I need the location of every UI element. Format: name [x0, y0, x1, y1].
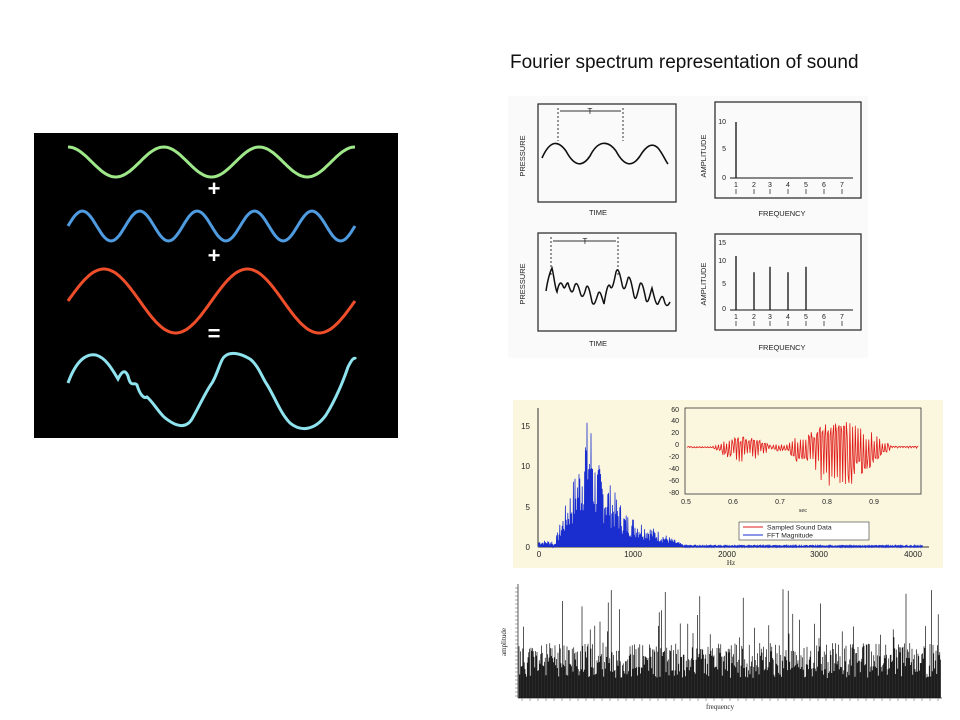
harmonic-label: 3 — [768, 182, 772, 189]
equals-operator: = — [208, 321, 221, 346]
ytick: 60 — [671, 407, 679, 414]
pressure-axis-label: PRESSURE — [518, 263, 527, 304]
ytick: -60 — [669, 478, 679, 485]
harmonic-label: 5 — [804, 182, 808, 189]
frequency-axis-label: FREQUENCY — [758, 343, 805, 352]
harmonic-label: 7 — [840, 182, 844, 189]
ytick: 5 — [526, 503, 531, 512]
top-spectrum-plot: AMPLITUDE 10 5 0 1 2 3 4 5 6 7 FREQUENCY — [699, 101, 862, 218]
ytick: 15 — [521, 422, 530, 431]
harmonic-label: 2 — [752, 314, 756, 321]
plus-operator-2: + — [208, 243, 221, 268]
harmonic-label: 7 — [840, 314, 844, 321]
sum-wave — [66, 351, 358, 431]
ytick: 10 — [718, 119, 726, 126]
harmonic-label: 1 — [734, 314, 738, 321]
amplitude-spectrum-series — [518, 589, 941, 698]
sound-inset-plot: 60 40 20 0 -20 -40 -60 -80 0.5 0.6 0.7 0… — [669, 407, 922, 514]
ytick: 0 — [675, 442, 679, 449]
period-label: T — [588, 107, 593, 116]
xtick: 2000 — [718, 550, 736, 559]
ytick: 0 — [722, 306, 726, 313]
legend: Sampled Sound Data FFT Magnitude — [738, 521, 870, 541]
harmonic-label: 6 — [822, 314, 826, 321]
pressure-axis-label: PRESSURE — [518, 135, 527, 176]
legend-sound: Sampled Sound Data — [767, 525, 832, 532]
bottom-time-plot: T PRESSURE TIME — [518, 232, 677, 348]
harmonic-label: 4 — [786, 314, 790, 321]
xtick: 0.9 — [869, 499, 879, 506]
xtick: 4000 — [904, 550, 922, 559]
x-axis-label: Hz — [727, 559, 735, 567]
bottom-spectrum-plot: AMPLITUDE 15 10 5 0 1 2 3 4 5 6 7 FREQUENCY — [699, 233, 862, 352]
complex-tone-wave — [545, 265, 671, 307]
amplitude-axis-label: amplitude — [500, 628, 508, 656]
fft-main-plot: 15 10 5 0 x103 0 1000 2000 3000 4000 Hz — [500, 408, 929, 567]
ytick: 5 — [722, 281, 726, 288]
frequency-axis-label: frequency — [706, 703, 734, 711]
ytick: 15 — [718, 240, 726, 247]
amplitude-frequency-figure: amplitude frequency — [498, 578, 944, 712]
harmonic-label: 3 — [768, 314, 772, 321]
amplitude-axis-label: AMPLITUDE — [699, 135, 708, 178]
xtick: 3000 — [810, 550, 828, 559]
ytick: 0 — [526, 543, 531, 552]
wave-superposition-panel: + + = — [34, 133, 398, 438]
harmonic-label: 4 — [786, 182, 790, 189]
harmonic-label: 2 — [752, 182, 756, 189]
xtick: 0 — [537, 550, 542, 559]
xtick: 0.7 — [775, 499, 785, 506]
amplitude-axis-label: AMPLITUDE — [699, 263, 708, 306]
slide-title: Fourier spectrum representation of sound — [510, 52, 859, 73]
red-sine-wave — [66, 267, 357, 335]
sampled-sound-series — [686, 422, 919, 486]
xtick: 0.6 — [728, 499, 738, 506]
time-axis-label: TIME — [589, 339, 607, 348]
ytick: -40 — [669, 466, 679, 473]
ytick: 10 — [521, 462, 530, 471]
ytick: 5 — [722, 146, 726, 153]
ytick: 40 — [671, 418, 679, 425]
ytick: 10 — [718, 258, 726, 265]
period-label: T — [583, 237, 588, 246]
harmonic-label: 5 — [804, 314, 808, 321]
xtick: 1000 — [624, 550, 642, 559]
ytick: -20 — [669, 454, 679, 461]
inset-x-axis-label: sec — [799, 507, 807, 514]
xtick: 0.5 — [681, 499, 691, 506]
ytick: 0 — [722, 175, 726, 182]
fft-figure: 15 10 5 0 x103 0 1000 2000 3000 4000 Hz … — [500, 400, 943, 568]
legend-fft: FFT Magnitude — [767, 533, 813, 540]
harmonic-label: 1 — [734, 182, 738, 189]
xtick: 0.8 — [822, 499, 832, 506]
fft-magnitude-series — [537, 422, 923, 549]
ytick: 20 — [671, 430, 679, 437]
plus-operator-1: + — [208, 176, 221, 201]
green-sine-wave — [67, 145, 356, 179]
frequency-axis-label: FREQUENCY — [758, 209, 805, 218]
ytick: -80 — [669, 490, 679, 497]
top-time-plot: T PRESSURE TIME — [518, 103, 677, 217]
pure-tone-wave — [541, 142, 669, 165]
time-axis-label: TIME — [589, 208, 607, 217]
blue-sine-wave — [66, 209, 357, 243]
harmonic-label: 6 — [822, 182, 826, 189]
